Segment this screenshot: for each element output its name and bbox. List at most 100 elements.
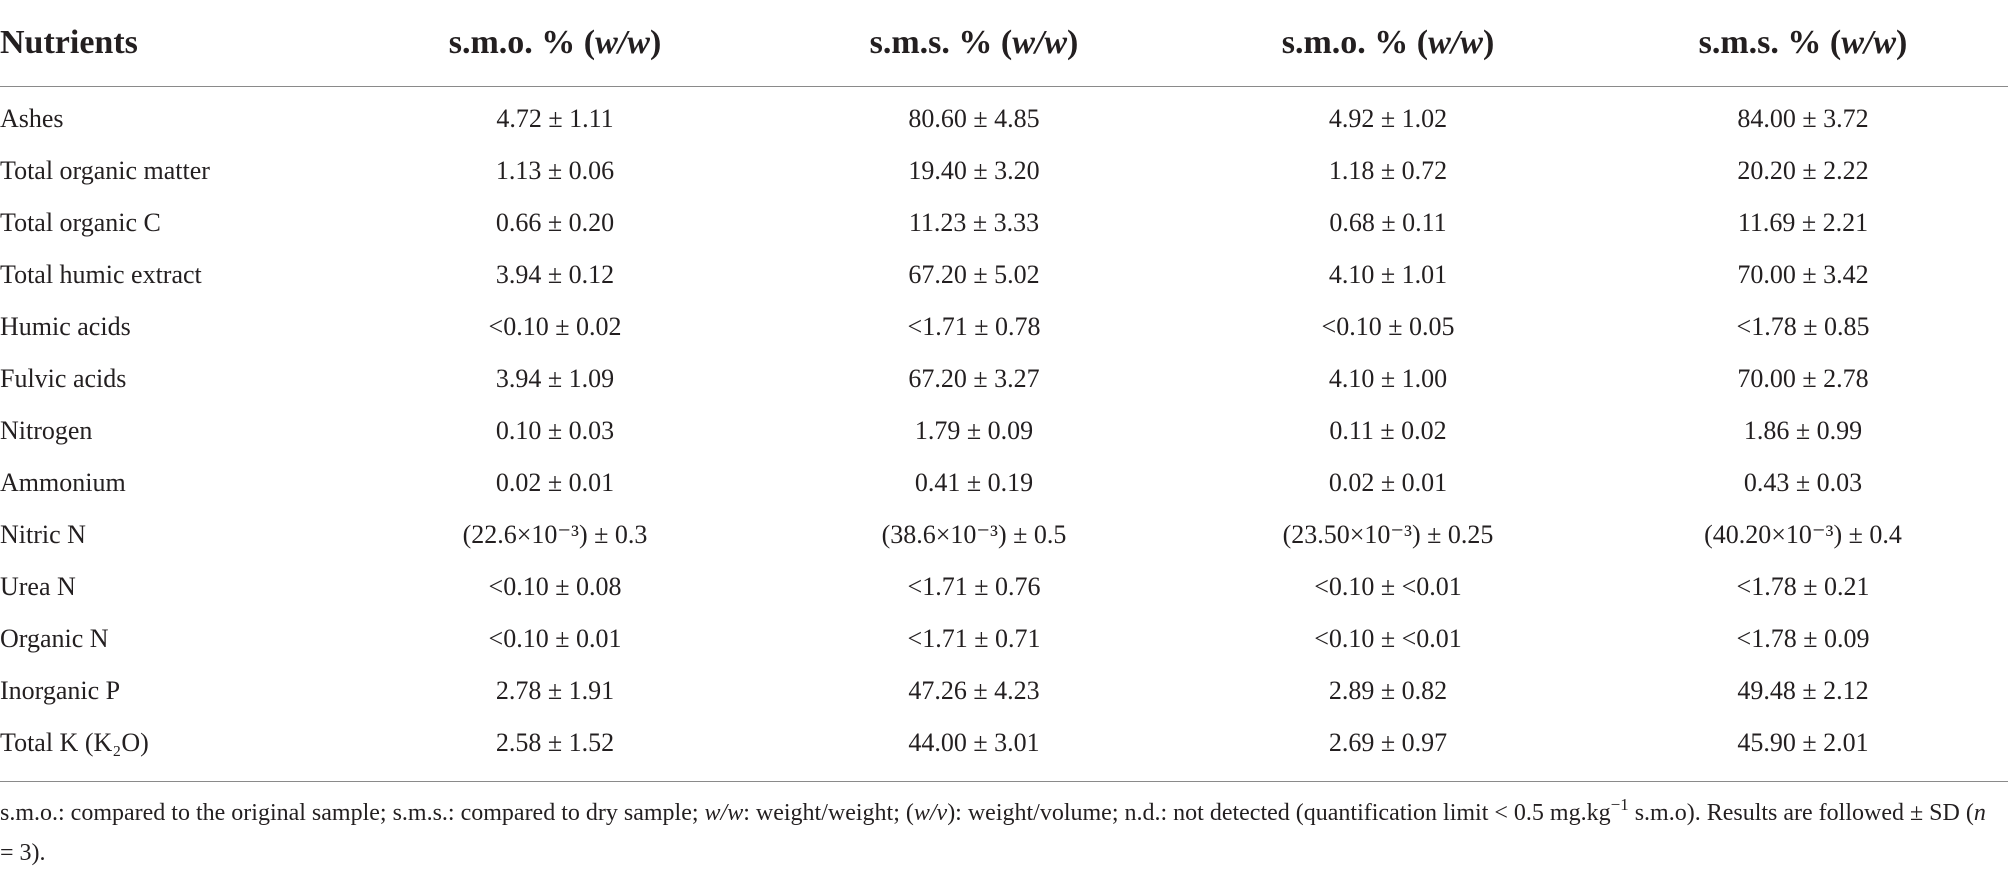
- table-cell: 0.41 ± 0.19: [914, 468, 1034, 497]
- table-row: Ashes 4.72 ± 1.11 80.60 ± 4.85 4.92 ± 1.…: [0, 87, 2008, 146]
- header-unit: w/w: [1012, 24, 1068, 61]
- table-cell: 0.68 ± 0.11: [1329, 208, 1447, 237]
- column-header-sms-2: s.m.s. % (w/w): [1598, 0, 2008, 87]
- footnote-text: s.m.o.: compared to the original sample;…: [0, 800, 705, 826]
- table-cell: 4.10 ± 1.00: [1328, 364, 1448, 393]
- header-text: s.m.o. % (: [1281, 24, 1429, 61]
- table-cell: <1.78 ± 0.85: [1736, 312, 1870, 341]
- table-cell: <1.71 ± 0.78: [907, 312, 1041, 341]
- table-cell: 47.26 ± 4.23: [908, 676, 1040, 705]
- row-label: Fulvic acids: [0, 364, 127, 393]
- table-cell: (23.50×10⁻³) ± 0.25: [1282, 520, 1494, 549]
- footnote-text: = 3).: [0, 840, 46, 866]
- table-row: Total K (K₂O) 2.58 ± 1.52 44.00 ± 3.01 2…: [0, 717, 2008, 769]
- footnote-italic: w/v: [913, 800, 948, 826]
- table-cell: 84.00 ± 3.72: [1737, 104, 1869, 133]
- table-cell: <1.71 ± 0.76: [907, 572, 1041, 601]
- table-cell: 0.11 ± 0.02: [1329, 416, 1447, 445]
- header-text: s.m.o. % (: [448, 24, 596, 61]
- footnote-text: s.m.o). Results are followed ± SD (: [1628, 800, 1974, 826]
- row-label: Organic N: [0, 624, 109, 653]
- table-cell: <1.78 ± 0.09: [1736, 624, 1870, 653]
- header-text: Nutrients: [0, 24, 138, 61]
- column-header-sms-1: s.m.s. % (w/w): [770, 0, 1178, 87]
- row-label: Total K (K₂O): [0, 728, 149, 757]
- table-cell: 0.66 ± 0.20: [495, 208, 615, 237]
- footnote-text: : weight/weight; (: [743, 800, 914, 826]
- row-label: Humic acids: [0, 312, 131, 341]
- table-cell: 44.00 ± 3.01: [908, 728, 1040, 757]
- table-cell: 4.10 ± 1.01: [1328, 260, 1448, 289]
- table-cell: 19.40 ± 3.20: [908, 156, 1040, 185]
- table-cell: <0.10 ± <0.01: [1314, 572, 1462, 601]
- table-row: Ammonium 0.02 ± 0.01 0.41 ± 0.19 0.02 ± …: [0, 457, 2008, 509]
- table-row: Total organic matter 1.13 ± 0.06 19.40 ±…: [0, 145, 2008, 197]
- row-label: Total organic C: [0, 208, 161, 237]
- column-header-smo-2: s.m.o. % (w/w): [1178, 0, 1598, 87]
- table-cell: 67.20 ± 3.27: [908, 364, 1040, 393]
- header-text-close: ): [649, 24, 662, 61]
- table-cell: 2.58 ± 1.52: [495, 728, 615, 757]
- table-row: Organic N <0.10 ± 0.01 <1.71 ± 0.71 <0.1…: [0, 613, 2008, 665]
- table-row: Urea N <0.10 ± 0.08 <1.71 ± 0.76 <0.10 ±…: [0, 561, 2008, 613]
- header-unit: w/w: [595, 24, 650, 61]
- row-label: Nitrogen: [0, 416, 93, 445]
- footnote-italic: n: [1973, 800, 1986, 826]
- header-text: s.m.s. % (: [1698, 24, 1842, 61]
- table-row: Humic acids <0.10 ± 0.02 <1.71 ± 0.78 <0…: [0, 301, 2008, 353]
- header-unit: w/w: [1841, 24, 1897, 61]
- table-cell: <0.10 ± 0.08: [488, 572, 622, 601]
- table-cell: <1.71 ± 0.71: [907, 624, 1041, 653]
- row-label: Total humic extract: [0, 260, 202, 289]
- table-cell: 45.90 ± 2.01: [1737, 728, 1869, 757]
- table-cell: (38.6×10⁻³) ± 0.5: [881, 520, 1067, 549]
- table-body: Ashes 4.72 ± 1.11 80.60 ± 4.85 4.92 ± 1.…: [0, 87, 2008, 770]
- table-cell: 49.48 ± 2.12: [1737, 676, 1869, 705]
- header-text-close: ): [1482, 24, 1495, 61]
- table-cell: 4.92 ± 1.02: [1328, 104, 1448, 133]
- table-cell: 1.13 ± 0.06: [495, 156, 615, 185]
- table-cell: 0.02 ± 0.01: [1328, 468, 1448, 497]
- table-cell: 2.69 ± 0.97: [1328, 728, 1448, 757]
- table-cell: <0.10 ± 0.01: [488, 624, 622, 653]
- table-cell: 80.60 ± 4.85: [908, 104, 1040, 133]
- table-cell: 11.23 ± 3.33: [908, 208, 1040, 237]
- row-label: Total organic matter: [0, 156, 210, 185]
- table-cell: 0.10 ± 0.03: [495, 416, 615, 445]
- table-cell: 11.69 ± 2.21: [1737, 208, 1869, 237]
- table-header: Nutrients s.m.o. % (w/w) s.m.s. % (w/w) …: [0, 0, 2008, 87]
- row-label: Urea N: [0, 572, 76, 601]
- row-label: Nitric N: [0, 520, 86, 549]
- table-cell: (22.6×10⁻³) ± 0.3: [462, 520, 648, 549]
- table-cell: <0.10 ± 0.02: [488, 312, 622, 341]
- table-cell: 3.94 ± 1.09: [495, 364, 615, 393]
- table-cell: 70.00 ± 2.78: [1737, 364, 1869, 393]
- header-text: s.m.s. % (: [869, 24, 1013, 61]
- nutrients-table: Nutrients s.m.o. % (w/w) s.m.s. % (w/w) …: [0, 0, 2008, 770]
- row-label: Inorganic P: [0, 676, 121, 705]
- table-row: Fulvic acids 3.94 ± 1.09 67.20 ± 3.27 4.…: [0, 353, 2008, 405]
- header-unit: w/w: [1428, 24, 1483, 61]
- footnote-italic: w/w: [704, 800, 744, 826]
- table-row: Inorganic P 2.78 ± 1.91 47.26 ± 4.23 2.8…: [0, 665, 2008, 717]
- footnote-text: ): weight/volume; n.d.: not detected (qu…: [947, 800, 1611, 826]
- table-row: Nitrogen 0.10 ± 0.03 1.79 ± 0.09 0.11 ± …: [0, 405, 2008, 457]
- table-cell: <0.10 ± 0.05: [1321, 312, 1455, 341]
- column-header-nutrients: Nutrients: [0, 0, 340, 87]
- table-footnote: s.m.o.: compared to the original sample;…: [0, 794, 2000, 872]
- table-row: Nitric N (22.6×10⁻³) ± 0.3 (38.6×10⁻³) ±…: [0, 509, 2008, 561]
- row-label: Ashes: [0, 104, 64, 133]
- table-cell: <1.78 ± 0.21: [1736, 572, 1870, 601]
- table-bottom-rule: [0, 781, 2008, 782]
- table-cell: <0.10 ± <0.01: [1314, 624, 1462, 653]
- table-cell: 1.18 ± 0.72: [1328, 156, 1448, 185]
- table-row: Total organic C 0.66 ± 0.20 11.23 ± 3.33…: [0, 197, 2008, 249]
- table-row: Total humic extract 3.94 ± 0.12 67.20 ± …: [0, 249, 2008, 301]
- column-header-smo-1: s.m.o. % (w/w): [340, 0, 770, 87]
- row-label: Ammonium: [0, 468, 126, 497]
- table-cell: 20.20 ± 2.22: [1737, 156, 1869, 185]
- table-cell: (40.20×10⁻³) ± 0.4: [1704, 520, 1902, 549]
- table-cell: 2.78 ± 1.91: [495, 676, 615, 705]
- table-cell: 1.79 ± 0.09: [914, 416, 1034, 445]
